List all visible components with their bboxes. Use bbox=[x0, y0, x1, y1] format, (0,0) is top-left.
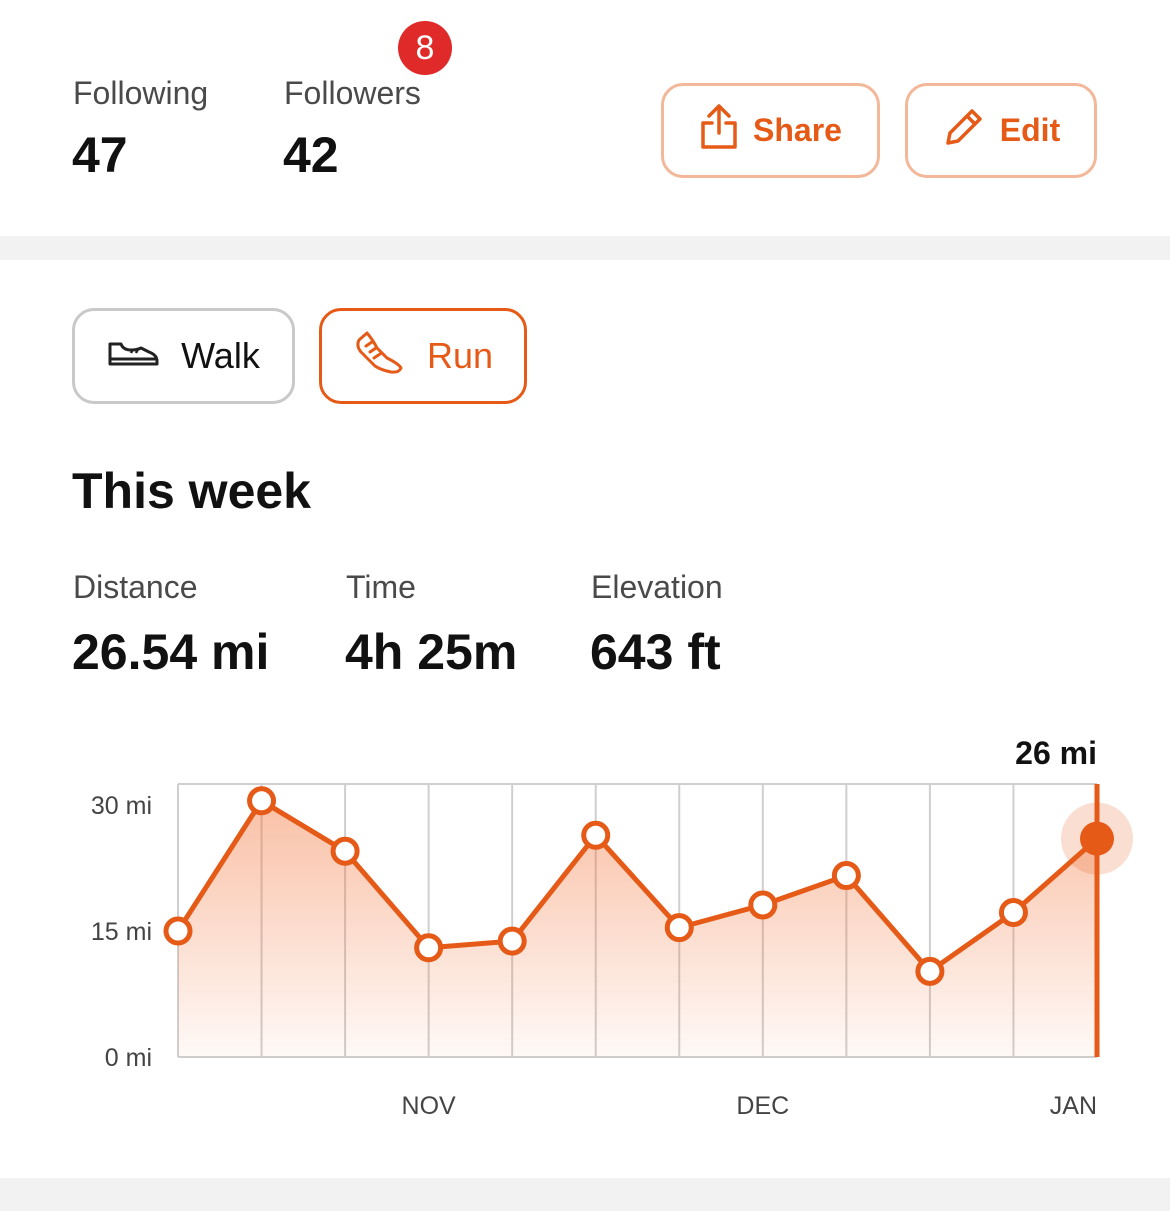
share-button[interactable]: Share bbox=[661, 83, 880, 178]
x-tick-label: JAN bbox=[1050, 1092, 1097, 1120]
section-divider bbox=[0, 236, 1170, 260]
shoe-icon bbox=[107, 335, 159, 377]
share-label: Share bbox=[753, 112, 842, 148]
highlight-value-label: 26 mi bbox=[1015, 735, 1097, 771]
pencil-icon bbox=[942, 105, 986, 157]
x-tick-label: DEC bbox=[736, 1092, 789, 1120]
data-point bbox=[414, 933, 444, 963]
x-tick-label: NOV bbox=[402, 1092, 457, 1120]
walk-tab[interactable]: Walk bbox=[72, 308, 295, 404]
y-tick-label: 15 mi bbox=[91, 918, 152, 946]
following-count[interactable]: 47 bbox=[72, 127, 128, 183]
time-value: 4h 25m bbox=[345, 624, 518, 680]
data-point bbox=[581, 820, 611, 850]
data-point bbox=[497, 926, 527, 956]
area-fill bbox=[178, 800, 1097, 1057]
notification-badge: 8 bbox=[398, 21, 452, 75]
highlight-point bbox=[1080, 821, 1114, 856]
run-tab[interactable]: Run bbox=[319, 308, 527, 404]
edit-label: Edit bbox=[999, 112, 1061, 148]
run-label: Run bbox=[426, 335, 494, 376]
elevation-label: Elevation bbox=[591, 569, 723, 605]
data-point bbox=[831, 861, 861, 891]
data-point bbox=[915, 956, 945, 986]
distance-label: Distance bbox=[73, 569, 198, 605]
followers-label: Followers bbox=[284, 75, 421, 111]
share-icon bbox=[699, 103, 739, 159]
running-shoe-icon bbox=[353, 330, 405, 383]
data-point bbox=[998, 898, 1028, 928]
weekly-distance-chart[interactable]: 30 mi 15 mi 0 mi NOV DEC JAN 26 mi bbox=[0, 720, 1170, 1140]
distance-value: 26.54 mi bbox=[72, 624, 270, 680]
data-point bbox=[247, 786, 277, 816]
data-point bbox=[163, 916, 193, 946]
elevation-value: 643 ft bbox=[590, 624, 721, 680]
bottom-divider bbox=[0, 1178, 1170, 1211]
section-title: This week bbox=[72, 463, 311, 519]
following-label: Following bbox=[73, 75, 209, 111]
time-label: Time bbox=[346, 569, 416, 605]
data-point bbox=[330, 836, 360, 866]
edit-button[interactable]: Edit bbox=[905, 83, 1097, 178]
followers-count[interactable]: 42 bbox=[283, 127, 339, 183]
data-point bbox=[748, 890, 778, 920]
y-tick-label: 30 mi bbox=[91, 792, 152, 820]
data-point bbox=[664, 913, 694, 943]
y-tick-label: 0 mi bbox=[105, 1044, 152, 1072]
series-line bbox=[175, 798, 1099, 974]
walk-label: Walk bbox=[181, 335, 260, 376]
